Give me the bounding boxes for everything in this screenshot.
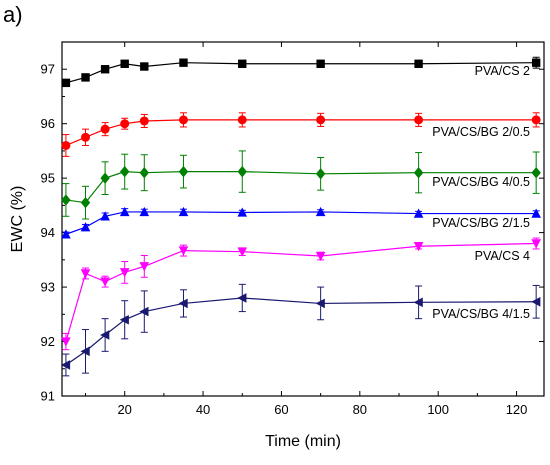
data-point	[531, 167, 541, 179]
data-point	[531, 208, 541, 218]
series-line	[65, 297, 537, 366]
data-point	[414, 115, 424, 125]
data-point	[139, 206, 150, 217]
series-line	[65, 119, 537, 147]
data-point	[61, 140, 71, 150]
data-point	[413, 242, 424, 252]
x-tick-label: 20	[117, 402, 131, 417]
data-point	[60, 360, 71, 370]
data-point	[80, 346, 90, 357]
data-point	[316, 59, 325, 68]
series-label: PVA/CS/BG 2/1.5	[432, 216, 530, 230]
data-point	[119, 314, 129, 325]
data-point	[315, 251, 326, 262]
data-point	[61, 78, 71, 88]
data-point	[100, 330, 110, 340]
data-point	[61, 229, 71, 239]
data-point	[119, 206, 130, 217]
data-point	[413, 208, 424, 218]
data-point	[139, 167, 149, 179]
data-point	[119, 165, 130, 178]
x-tick-label: 120	[506, 402, 528, 417]
data-point	[120, 119, 130, 129]
data-point	[81, 132, 91, 142]
data-point	[413, 167, 424, 179]
data-point	[237, 293, 247, 303]
data-point	[139, 262, 150, 272]
data-point	[81, 73, 90, 82]
data-point	[531, 115, 541, 125]
panel-label: a)	[3, 2, 23, 27]
y-tick-label: 95	[41, 171, 55, 186]
data-point	[61, 337, 71, 347]
series-label: PVA/CS 4	[475, 249, 530, 263]
data-point	[178, 115, 188, 125]
data-point	[100, 277, 110, 287]
y-tick-label: 97	[41, 62, 55, 77]
data-point	[140, 62, 149, 71]
series-group: PVA/CS 4	[61, 237, 541, 351]
data-point	[413, 297, 423, 308]
data-point	[237, 115, 247, 125]
series-line	[65, 242, 537, 342]
data-point	[80, 196, 91, 209]
data-point	[531, 239, 541, 249]
data-point	[80, 222, 91, 232]
x-tick-label: 40	[196, 402, 210, 417]
data-point	[100, 211, 110, 221]
series-line	[65, 171, 537, 204]
data-point	[316, 115, 326, 125]
x-tick-label: 100	[427, 402, 449, 417]
data-point	[80, 269, 91, 279]
data-point	[120, 59, 129, 68]
data-point	[237, 165, 247, 178]
data-point	[61, 194, 71, 206]
data-point	[178, 246, 189, 256]
series-group: PVA/CS/BG 2/0.5	[61, 112, 541, 157]
y-tick-label: 91	[41, 389, 55, 404]
x-axis-title: Time (min)	[265, 433, 341, 450]
data-point	[315, 206, 326, 217]
x-tick-label: 60	[274, 402, 288, 417]
data-point	[531, 296, 541, 307]
data-point	[178, 165, 189, 178]
plot-frame	[61, 41, 545, 397]
data-point	[100, 65, 110, 74]
data-point	[315, 168, 326, 180]
series-group: PVA/CS/BG 4/0.5	[61, 150, 541, 220]
y-tick-label: 94	[41, 225, 55, 240]
data-point	[178, 206, 189, 217]
x-tick-label: 80	[353, 402, 367, 417]
series-line	[65, 211, 537, 235]
series-label: PVA/CS/BG 4/1.5	[432, 307, 530, 321]
data-point	[100, 172, 110, 184]
series-label: PVA/CS/BG 2/0.5	[432, 125, 530, 139]
series-group: PVA/CS 2	[61, 56, 541, 88]
data-point	[178, 298, 188, 309]
series-label: PVA/CS/BG 4/0.5	[432, 175, 530, 189]
data-point	[315, 298, 325, 309]
series-line	[65, 62, 537, 84]
y-tick-label: 92	[41, 334, 55, 349]
y-axis-title: EWC (%)	[9, 186, 26, 253]
series-label: PVA/CS 2	[475, 64, 530, 78]
data-point	[237, 207, 248, 217]
data-point	[531, 58, 541, 67]
data-point	[100, 124, 110, 134]
data-point	[414, 59, 423, 68]
y-tick-label: 96	[41, 116, 55, 131]
data-point	[119, 268, 130, 278]
data-point	[139, 116, 149, 126]
data-point	[139, 306, 149, 317]
series-group: PVA/CS/BG 2/1.5	[61, 206, 541, 239]
data-point	[238, 59, 247, 68]
series-group: PVA/CS/BG 4/1.5	[60, 283, 541, 377]
data-point	[179, 58, 188, 67]
data-point	[237, 247, 248, 257]
y-tick-label: 93	[41, 280, 55, 295]
